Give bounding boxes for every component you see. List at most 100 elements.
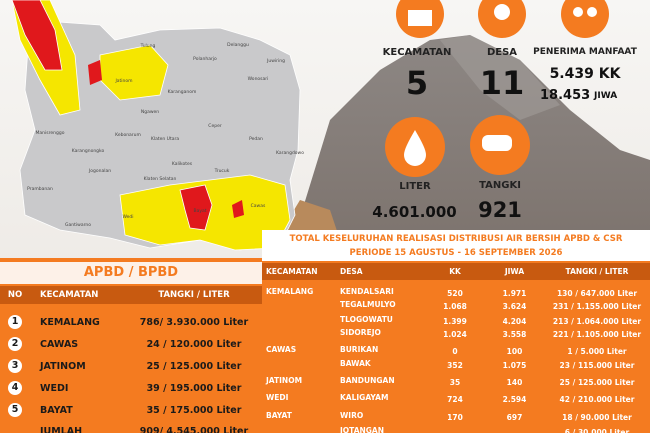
table-cell: 130 / 647.000 Liter: [556, 289, 638, 298]
map-label: Pedan: [249, 136, 263, 142]
kecamatan-cell: BAYAT: [266, 411, 292, 420]
table-cell: 520: [447, 289, 463, 298]
stat-label: KECAMATAN: [382, 47, 452, 58]
map-label: Karangdowo: [276, 150, 304, 156]
map-label: Tulung: [140, 43, 156, 49]
total-title: TOTAL KESELURUHAN REALISASI DISTRIBUSI A…: [289, 234, 623, 244]
icon-truck: [482, 135, 512, 151]
table-cell: JOTANGAN: [340, 426, 385, 433]
row-number: 3: [8, 359, 22, 373]
icon-drop: [404, 130, 426, 166]
table-cell: JATINOM: [40, 361, 86, 372]
table-cell: BAYAT: [40, 405, 73, 416]
table-cell: 35 / 175.000 Liter: [146, 405, 242, 416]
map-label: Delanggu: [227, 42, 249, 48]
stat-value: 11: [479, 64, 525, 102]
map-label: Gantiwarno: [65, 222, 91, 228]
kecamatan-cell: CAWAS: [266, 345, 297, 354]
table-cell: TEGALMULYO: [340, 300, 396, 309]
map-label: Polanharjo: [193, 56, 217, 62]
map-labels: Tulung Polanharjo Jatinom Karanganom Delangg…: [27, 42, 304, 228]
apbd-header: [0, 286, 262, 304]
table-cell: WIRO: [340, 411, 364, 420]
map-label: Ngawen: [141, 109, 159, 115]
map-label: Bayat: [193, 208, 206, 214]
table-cell: SIDOREJO: [340, 328, 381, 337]
table-cell: 697: [506, 413, 523, 422]
header-cell: KECAMATAN: [40, 290, 99, 300]
table-cell: 1.399: [443, 317, 467, 326]
apbd-panel: APBD / BPBD NO KECAMATAN TANGKI / LITER 1 KE…: [0, 258, 262, 433]
table-cell: 2.594: [502, 395, 527, 404]
kecamatan-cell: KEMALANG: [266, 287, 314, 296]
map-label: Karanganom: [168, 89, 197, 95]
map-kemalang-red: [11, 0, 63, 71]
row-number: 5: [8, 403, 22, 417]
map-label: Kebonarum: [115, 132, 141, 138]
stat-value: 18.453: [540, 88, 591, 103]
table-cell: 35: [449, 378, 461, 387]
apbd-title: APBD / BPBD: [0, 262, 262, 284]
table-cell: BAWAK: [340, 359, 371, 368]
map-label: Prambanan: [27, 186, 53, 192]
table-cell: 18 / 90.000 Liter: [562, 413, 632, 422]
map-bayat-red: [179, 184, 213, 231]
map-label: Karangnongko: [72, 148, 105, 154]
table-cell: TLOGOWATU: [340, 315, 393, 324]
stat-label: TANGKI: [479, 180, 521, 191]
header-cell: KECAMATAN: [266, 267, 318, 276]
stat-label: PENERIMA MANFAAT: [533, 47, 637, 57]
stat-value: 921: [478, 198, 522, 222]
map-label: Manisrenggo: [36, 130, 65, 136]
stat-value: 5.439 KK: [549, 66, 621, 82]
icon-person: [573, 7, 583, 17]
header-cell: KK: [449, 267, 461, 276]
map-label: Trucuk: [214, 168, 230, 174]
table-cell: 3.558: [502, 330, 527, 339]
map-label: Juwiring: [266, 58, 285, 64]
map-cawas-red: [232, 200, 244, 218]
row-number: 1: [8, 315, 22, 329]
row-number: 4: [8, 381, 22, 395]
table-cell: 39 / 195.000 Liter: [146, 383, 242, 394]
header-cell: JIWA: [504, 267, 525, 276]
table-cell: 0: [452, 347, 458, 356]
stat-value: 5: [405, 64, 429, 102]
table-cell: 1.971: [502, 289, 527, 298]
table-cell: 24 / 120.000 Liter: [146, 339, 242, 350]
total-period: PERIODE 15 AGUSTUS - 16 SEPTEMBER 2026: [349, 248, 563, 258]
table-cell: 786/ 3.930.000 Liter: [139, 317, 249, 328]
table-cell: 1.075: [502, 361, 527, 370]
header-cell: TANGKI / LITER: [158, 290, 230, 300]
table-cell: 352: [447, 361, 463, 370]
total-value: 909/ 4.545.000 Liter: [139, 426, 249, 433]
map-label: Cawas: [251, 203, 266, 209]
stat-value: 4.601.000: [372, 203, 457, 221]
table-cell: 100: [506, 347, 523, 356]
table-cell: CAWAS: [40, 339, 79, 350]
total-label: JUMLAH: [40, 426, 83, 433]
icon-building: [408, 10, 432, 26]
kecamatan-cell: WEDI: [266, 393, 289, 402]
icon-penerima: [561, 0, 609, 38]
header-cell: NO: [7, 290, 23, 300]
map-label: Jatinom: [114, 78, 132, 84]
table-cell: 1.024: [443, 330, 467, 339]
icon-person: [587, 7, 597, 17]
table-cell: 4.204: [502, 317, 527, 326]
table-cell: 221 / 1.105.000 Liter: [552, 330, 642, 339]
table-cell: 25 / 125.000 Liter: [559, 378, 635, 387]
table-cell: KALIGAYAM: [340, 393, 389, 402]
table-cell: 1.068: [443, 302, 467, 311]
icon-pin: [494, 4, 510, 20]
table-cell: 213 / 1.064.000 Liter: [552, 317, 642, 326]
header-cell: DESA: [340, 267, 363, 276]
map-label: Klaten Utara: [151, 136, 179, 142]
map-label: Kalikotes: [172, 161, 193, 167]
kecamatan-cell: JATINOM: [266, 376, 303, 385]
table-cell: WEDI: [40, 383, 69, 394]
table-cell: BANDUNGAN: [340, 376, 395, 385]
header-cell: TANGKI / LITER: [565, 267, 629, 276]
stat-label: DESA: [486, 47, 518, 58]
